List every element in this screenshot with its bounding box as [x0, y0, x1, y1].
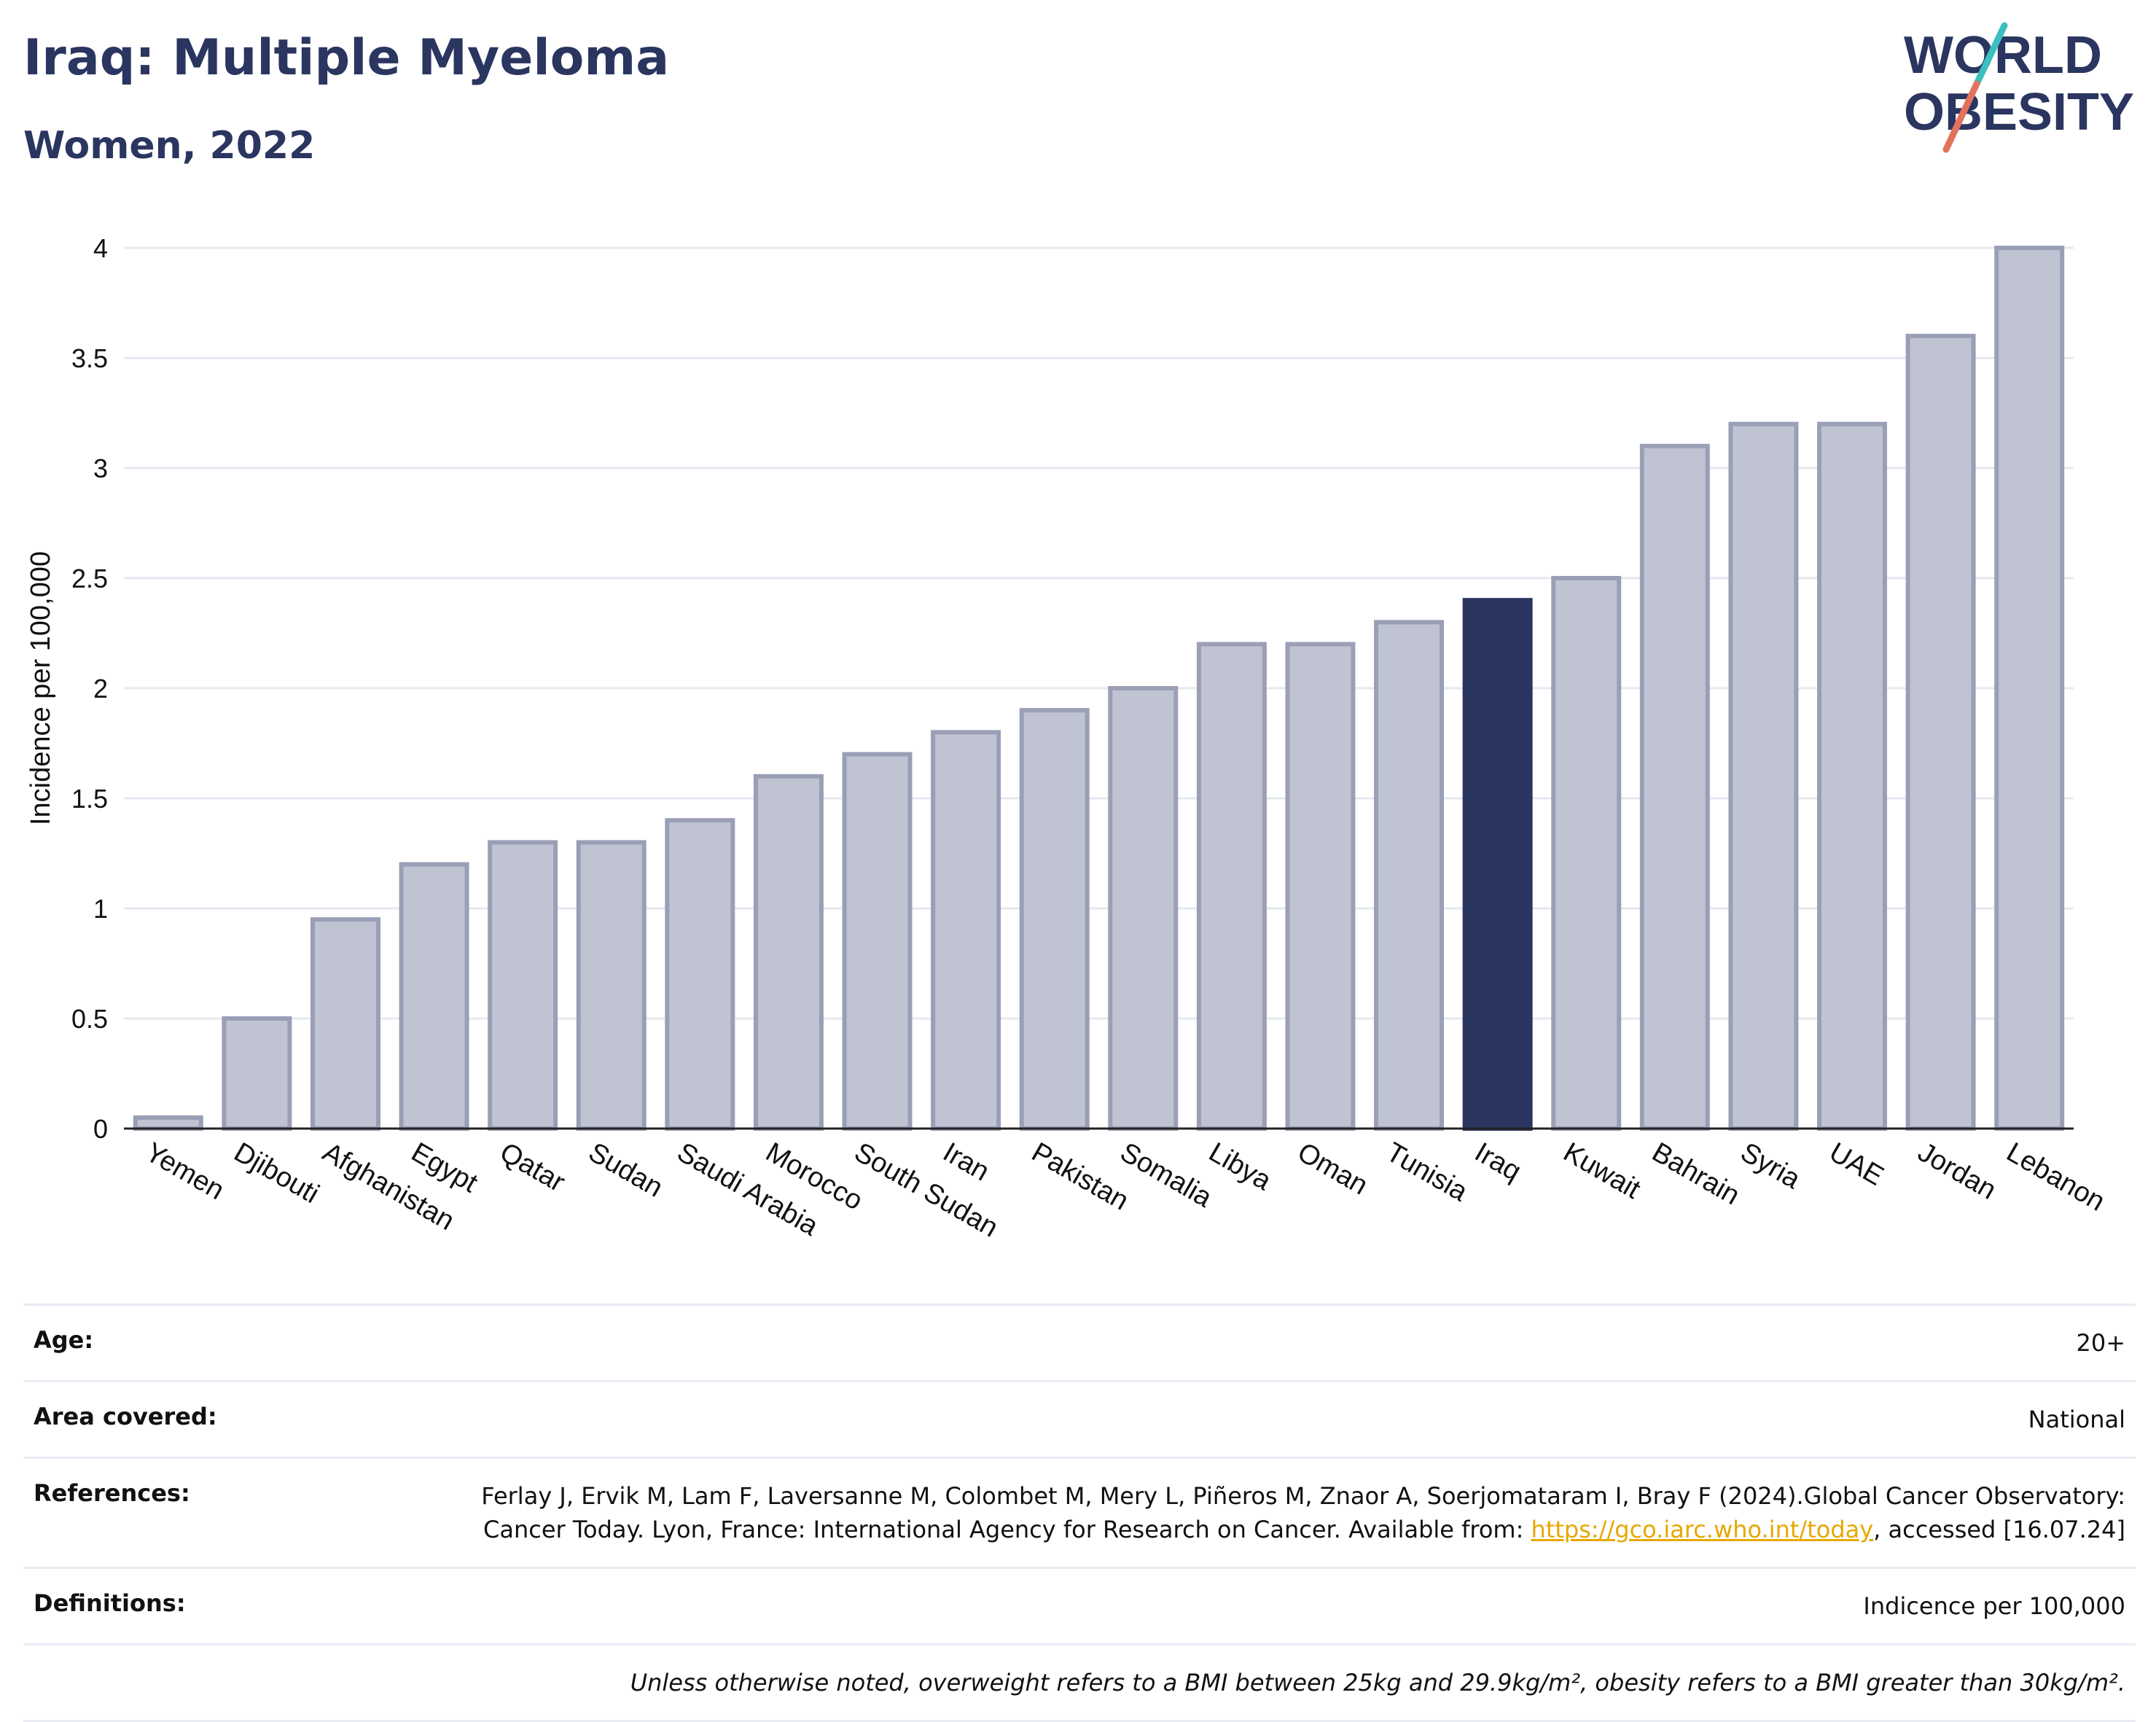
- bar-yemen: [133, 1115, 203, 1131]
- area-value: National: [2028, 1406, 2125, 1433]
- y-tick-label: 0.5: [71, 1004, 108, 1034]
- bar-sudan: [576, 840, 647, 1131]
- bar-kuwait: [1551, 576, 1622, 1131]
- x-tick-label: Oman: [1292, 1137, 1373, 1201]
- bar-bahrain: [1639, 443, 1710, 1131]
- chart-subtitle: Women, 2022: [23, 124, 316, 168]
- x-tick-label: Tunisia: [1381, 1137, 1474, 1207]
- bar-djibouti: [222, 1016, 292, 1131]
- bar-chart: 0 0.5 1 1.5 2 2.5 3 3.5 4 Yemen DjiboutiAfghanist…: [26, 233, 2110, 1244]
- references-link[interactable]: https://gco.iarc.who.int/today: [1531, 1516, 1874, 1543]
- y-axis-title: Incidence per 100,000: [26, 551, 56, 825]
- bar-pakistan: [1019, 708, 1090, 1131]
- bar-jordan: [1905, 333, 1976, 1131]
- definitions-label: Definitions:: [34, 1589, 186, 1617]
- bar-morocco: [753, 774, 824, 1131]
- bar-afghanistan: [310, 917, 380, 1131]
- bar-uae: [1817, 421, 1888, 1131]
- logo-slash-teal: [1973, 22, 2008, 87]
- chart-title: Iraq: Multiple Myeloma: [23, 29, 670, 87]
- x-tick-label: Kuwait: [1558, 1137, 1646, 1205]
- age-label: Age:: [34, 1326, 94, 1354]
- y-tick-label: 4: [93, 233, 108, 263]
- x-tick-label: Bahrain: [1647, 1137, 1744, 1211]
- x-tick-label: UAE: [1824, 1137, 1889, 1191]
- logo-slash-coral: [1942, 80, 1980, 153]
- y-tick-label: 1.5: [71, 784, 108, 814]
- info-row-note: Unless otherwise noted, overweight refer…: [23, 1643, 2136, 1722]
- age-value: 20+: [2076, 1329, 2125, 1357]
- x-tick-label: Jordan: [1913, 1137, 2001, 1205]
- bmi-note: Unless otherwise noted, overweight refer…: [630, 1669, 2125, 1696]
- y-tick-label: 2: [93, 674, 108, 704]
- bar-somalia: [1108, 686, 1179, 1131]
- y-tick-label: 0: [93, 1114, 108, 1144]
- references-text-1: Ferlay J, Ervik M, Lam F, Laversanne M, …: [481, 1482, 2125, 1543]
- info-row-age: Age: 20+: [23, 1304, 2136, 1380]
- references-value: Ferlay J, Ervik M, Lam F, Laversanne M, …: [449, 1479, 2125, 1546]
- bar-egypt: [399, 862, 469, 1131]
- info-row-definitions: Definitions: Indicence per 100,000: [23, 1567, 2136, 1643]
- info-table: Age: 20+ Area covered: National Referenc…: [23, 1304, 2136, 1722]
- x-tick-label: Sudan: [583, 1137, 668, 1203]
- info-row-area: Area covered: National: [23, 1380, 2136, 1457]
- x-tick-label: Lebanon: [2001, 1137, 2110, 1217]
- area-label: Area covered:: [34, 1403, 217, 1430]
- definitions-value: Indicence per 100,000: [1863, 1592, 2125, 1620]
- x-tick-label: Iran: [938, 1137, 995, 1187]
- bars: [133, 246, 2065, 1131]
- bar-saudi-arabia: [665, 818, 735, 1131]
- bar-qatar: [488, 840, 558, 1131]
- bar-tunisia: [1374, 620, 1445, 1131]
- y-tick-label: 3: [93, 453, 108, 483]
- references-text-2: , accessed [16.07.24]: [1873, 1516, 2125, 1543]
- y-axis-ticks: 0 0.5 1 1.5 2 2.5 3 3.5 4: [71, 233, 108, 1144]
- x-tick-label: Iraq: [1469, 1137, 1526, 1187]
- references-label: References:: [34, 1479, 190, 1507]
- x-tick-label: Djibouti: [229, 1137, 324, 1209]
- bar-libya: [1196, 642, 1267, 1131]
- y-tick-label: 2.5: [71, 564, 108, 593]
- bar-south-sudan: [842, 752, 913, 1131]
- bar-iran: [931, 730, 1001, 1131]
- info-row-references: References: Ferlay J, Ervik M, Lam F, La…: [23, 1457, 2136, 1567]
- y-tick-label: 3.5: [71, 343, 108, 373]
- x-tick-label: Pakistan: [1026, 1137, 1133, 1216]
- world-obesity-logo: WORLD OBESITY: [1904, 22, 2134, 153]
- bar-syria: [1728, 421, 1799, 1131]
- bar-iraq: [1462, 598, 1533, 1131]
- x-tick-label: Yemen: [140, 1137, 229, 1206]
- bar-lebanon: [1994, 246, 2065, 1131]
- logo-line2: OBESITY: [1904, 83, 2134, 141]
- x-tick-label: Syria: [1735, 1137, 1806, 1195]
- x-tick-label: Qatar: [495, 1137, 571, 1198]
- bar-oman: [1285, 642, 1356, 1131]
- x-tick-label: Somalia: [1115, 1137, 1218, 1213]
- y-tick-label: 1: [93, 894, 108, 924]
